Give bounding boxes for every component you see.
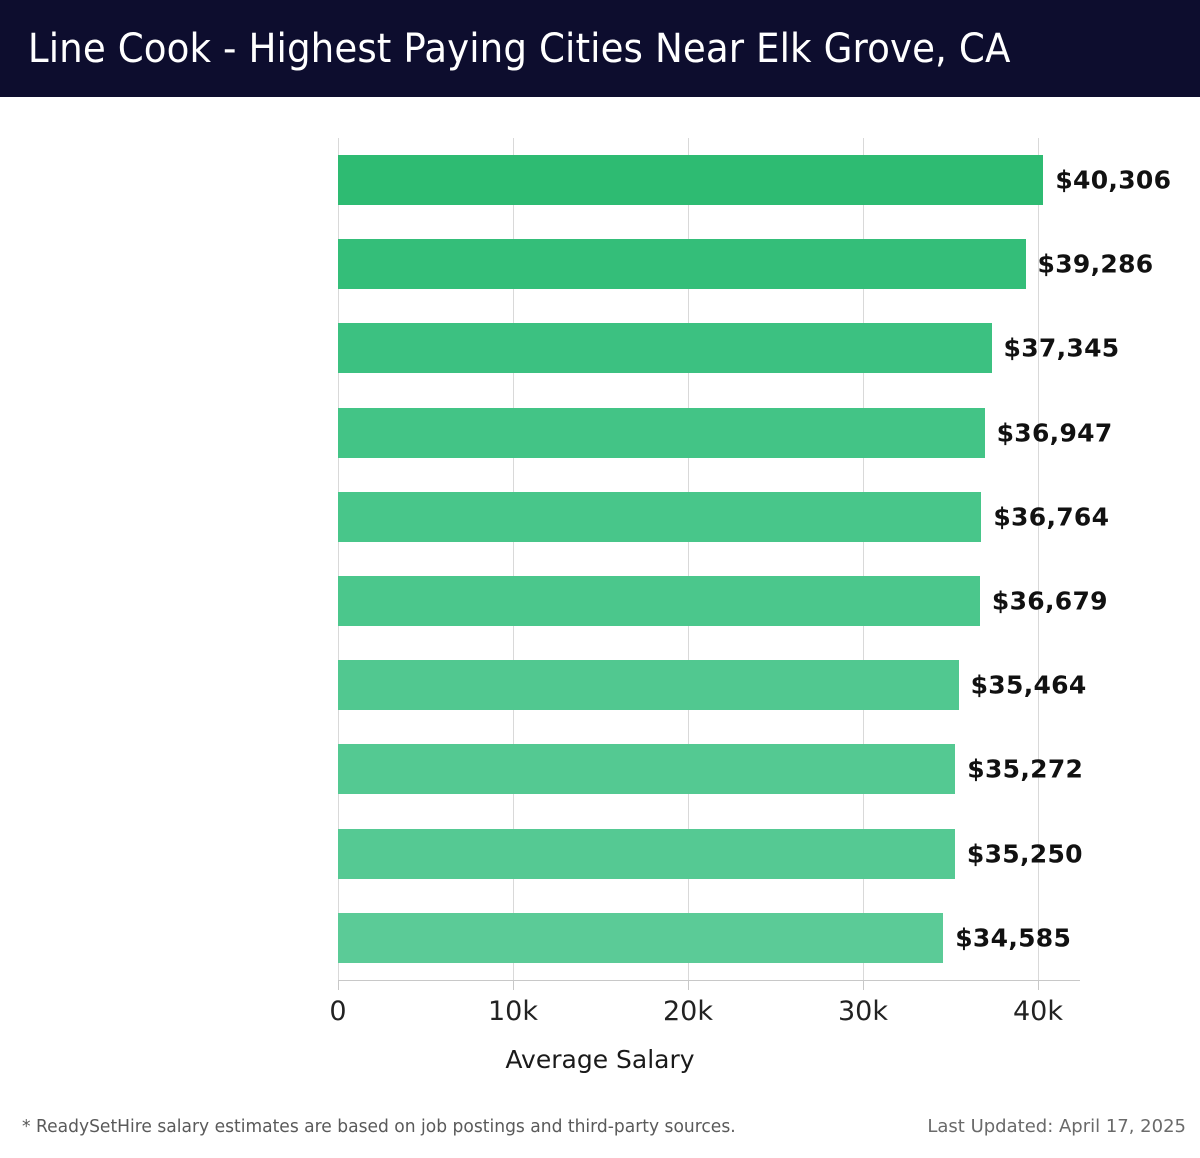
footer-last-updated: Last Updated: April 17, 2025 xyxy=(927,1116,1186,1137)
bar-value-label: $35,272 xyxy=(967,754,1084,784)
bar[interactable] xyxy=(338,407,985,458)
bar-row[interactable]: Orangevale, CA$39,286 xyxy=(338,222,1153,306)
chart-canvas: Lincoln, CA$40,306Orangevale, CA$39,286D… xyxy=(0,97,1200,1097)
bar-value-label: $36,679 xyxy=(991,586,1108,616)
tick-mark xyxy=(338,980,339,990)
bar-row[interactable]: Davis, CA$37,345 xyxy=(338,306,1119,390)
plot-area: Lincoln, CA$40,306Orangevale, CA$39,286D… xyxy=(338,138,1171,980)
x-tick-label: 0 xyxy=(329,996,347,1027)
tick-mark xyxy=(1038,980,1039,990)
bar-row[interactable]: West Sacramento, CA$35,464 xyxy=(338,643,1086,727)
bar[interactable] xyxy=(338,828,955,879)
tick-mark xyxy=(688,980,689,990)
footer-disclaimer: * ReadySetHire salary estimates are base… xyxy=(22,1116,736,1137)
chart-footer: * ReadySetHire salary estimates are base… xyxy=(0,1110,1200,1158)
x-tick-label: 30k xyxy=(838,996,888,1027)
x-axis-line xyxy=(338,980,1080,981)
bar-value-label: $37,345 xyxy=(1003,333,1120,363)
tick-mark xyxy=(863,980,864,990)
chart-header: Line Cook - Highest Paying Cities Near E… xyxy=(0,0,1200,97)
bar[interactable] xyxy=(338,491,982,542)
bar-value-label: $40,306 xyxy=(1055,165,1172,195)
bar[interactable] xyxy=(338,155,1044,206)
x-tick-label: 40k xyxy=(1013,996,1063,1027)
bar[interactable] xyxy=(338,744,956,795)
x-tick-label: 10k xyxy=(488,996,538,1027)
bar-row[interactable]: Sacramento, CA$36,947 xyxy=(338,391,1112,475)
gridline xyxy=(513,138,514,980)
bar-row[interactable]: Citrus Heights, CA$35,272 xyxy=(338,727,1084,811)
gridline xyxy=(1038,138,1039,980)
bar-value-label: $36,764 xyxy=(993,502,1110,532)
bar-value-label: $35,464 xyxy=(970,670,1087,700)
bar-row[interactable]: Roseville, CA$36,764 xyxy=(338,475,1109,559)
bar[interactable] xyxy=(338,239,1026,290)
page-title: Line Cook - Highest Paying Cities Near E… xyxy=(27,25,1011,72)
bar[interactable] xyxy=(338,912,944,963)
x-tick-label: 20k xyxy=(663,996,713,1027)
x-axis-title: Average Salary xyxy=(505,1045,695,1074)
gridline xyxy=(338,138,339,980)
bar-value-label: $35,250 xyxy=(966,839,1083,869)
bar[interactable] xyxy=(338,323,992,374)
bar-value-label: $34,585 xyxy=(955,923,1072,953)
bar-row[interactable]: Woodland, CA$35,250 xyxy=(338,812,1083,896)
gridline xyxy=(688,138,689,980)
bar[interactable] xyxy=(338,576,980,627)
gridline xyxy=(863,138,864,980)
tick-mark xyxy=(513,980,514,990)
bar-row[interactable]: Lincoln, CA$40,306 xyxy=(338,138,1171,222)
bar-value-label: $36,947 xyxy=(996,418,1113,448)
bar-row[interactable]: Rocklin, CA$36,679 xyxy=(338,559,1108,643)
bar-row[interactable]: Rancho Cordova, CA$34,585 xyxy=(338,896,1080,980)
bar[interactable] xyxy=(338,660,959,711)
bar-value-label: $39,286 xyxy=(1037,249,1154,279)
